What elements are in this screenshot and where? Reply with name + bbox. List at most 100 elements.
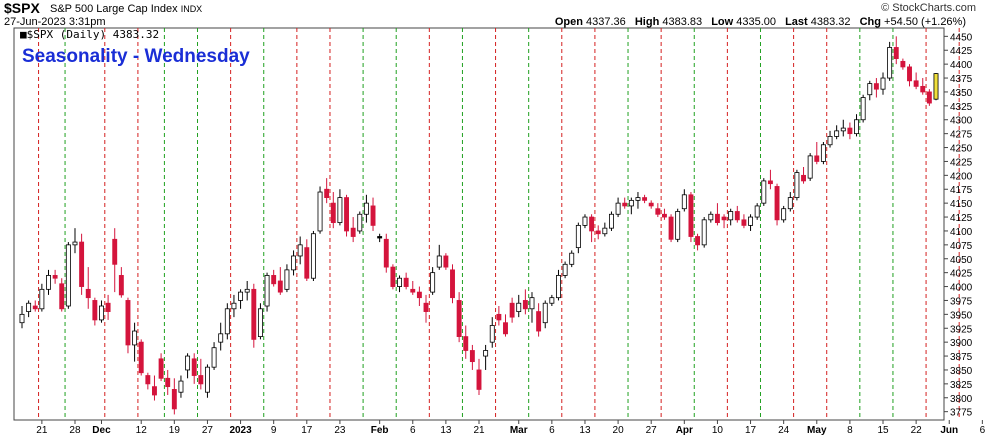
candle	[317, 191, 323, 232]
candle	[913, 80, 919, 87]
candle	[423, 302, 429, 312]
candle	[132, 330, 138, 346]
candle	[32, 305, 38, 310]
y-tick-label: 4250	[950, 144, 973, 155]
candle	[589, 216, 595, 232]
candle	[622, 202, 628, 207]
high-value: 4383.83	[662, 16, 703, 28]
candle	[397, 277, 402, 287]
candle	[304, 247, 310, 279]
candle	[238, 291, 244, 301]
candle	[741, 219, 747, 226]
candle	[661, 213, 667, 218]
candle	[152, 386, 157, 396]
candle-current	[933, 73, 939, 100]
open-label: Open	[554, 16, 583, 28]
candle	[635, 197, 641, 201]
y-tick-label: 4200	[950, 171, 973, 182]
candle	[271, 275, 277, 285]
candle	[469, 350, 475, 363]
candle	[529, 297, 535, 310]
candle	[65, 244, 71, 307]
y-tick-label: 3850	[950, 366, 973, 377]
chart-header: $SPX S&P 500 Large Cap Index INDX 27-Jun…	[0, 0, 990, 28]
candle	[112, 238, 118, 265]
candle	[556, 275, 561, 299]
candle	[642, 197, 648, 201]
candle	[734, 211, 740, 221]
candle	[781, 208, 787, 221]
candle	[807, 155, 813, 179]
x-tick-label: 10	[712, 425, 724, 436]
candle	[575, 224, 581, 249]
y-tick-label: 4350	[950, 88, 973, 99]
high-label: High	[634, 16, 660, 28]
candle	[536, 311, 542, 332]
y-tick-label: 4000	[950, 283, 973, 294]
x-tick-label: 17	[301, 425, 313, 436]
candle	[794, 172, 800, 198]
y-tick-label: 4325	[950, 102, 973, 113]
x-tick-label: May	[807, 425, 827, 436]
candle	[85, 288, 91, 299]
candle	[774, 186, 780, 221]
y-tick-label: 3825	[950, 380, 973, 391]
candle	[224, 308, 230, 335]
y-tick-label: 4375	[950, 74, 973, 85]
y-tick-label: 3975	[950, 296, 973, 307]
candle	[609, 213, 614, 229]
x-tick-label: 8	[847, 425, 853, 436]
last-label: Last	[785, 16, 808, 28]
candle	[39, 288, 45, 310]
candle	[721, 216, 727, 221]
candle	[178, 380, 184, 393]
candle	[390, 266, 396, 287]
brand: © StockCharts.com	[881, 2, 976, 14]
last-value: 4383.32	[810, 16, 851, 28]
candle	[46, 275, 51, 290]
candle	[138, 341, 144, 374]
candle	[814, 155, 820, 162]
candle	[907, 66, 912, 82]
x-tick-label: 13	[579, 425, 591, 436]
x-tick-label: 2023	[229, 425, 252, 436]
candle	[297, 244, 303, 257]
y-tick-label: 3950	[950, 310, 973, 321]
candle	[926, 91, 932, 104]
candle	[602, 227, 608, 235]
chg-value: +54.50 (+1.26%)	[884, 16, 966, 28]
low-label: Low	[711, 16, 734, 28]
candle	[337, 197, 343, 224]
x-tick-label: 21	[36, 425, 48, 436]
candle	[847, 127, 853, 135]
y-tick-label: 4400	[950, 60, 973, 71]
x-tick-label: 27	[646, 425, 658, 436]
candle	[416, 291, 422, 299]
candle	[801, 174, 806, 182]
candle	[827, 136, 833, 146]
candle	[648, 202, 654, 207]
exchange: INDX	[180, 4, 203, 14]
candle	[522, 300, 528, 310]
candle	[52, 275, 58, 279]
candle	[893, 47, 899, 59]
candle	[496, 313, 502, 321]
candle	[284, 269, 290, 290]
open-value: 4337.36	[586, 16, 626, 28]
x-tick-label: 15	[877, 425, 889, 436]
chg-label: Chg	[859, 16, 881, 28]
y-tick-label: 4125	[950, 213, 973, 224]
y-tick-label: 4300	[950, 116, 973, 127]
candle	[79, 241, 85, 287]
candle	[708, 213, 714, 221]
x-tick-label: 12	[136, 425, 148, 436]
y-tick-label: 4075	[950, 241, 973, 252]
x-tick-label: 20	[613, 425, 625, 436]
x-tick-label: 13	[440, 425, 452, 436]
candle	[443, 255, 449, 268]
candle	[714, 213, 720, 224]
candle	[701, 219, 707, 246]
ohlc-readout: Open 4337.36 High 4383.83 Low 4335.00 La…	[549, 16, 966, 28]
candle	[26, 302, 32, 312]
y-tick-label: 3800	[950, 394, 973, 405]
